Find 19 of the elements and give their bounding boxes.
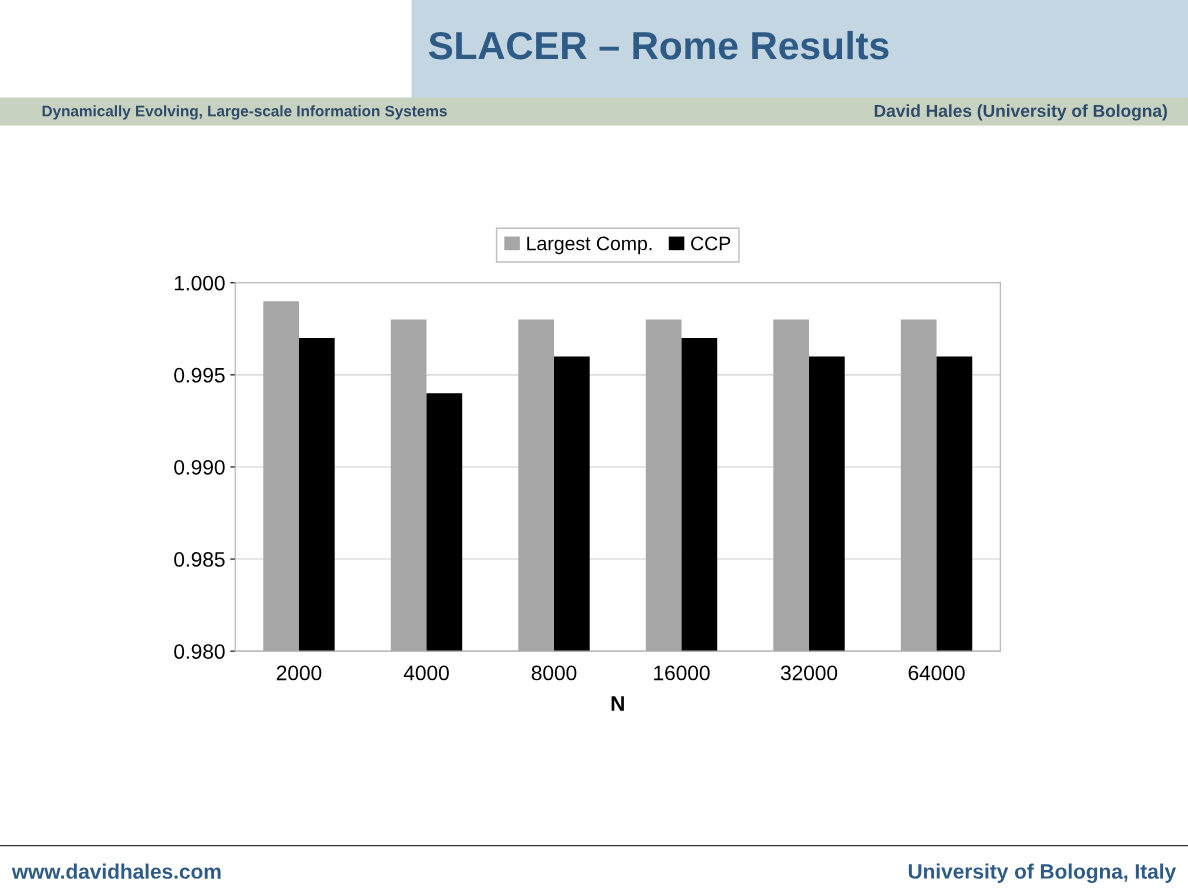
text: David Hales (University of Bologna) <box>874 104 1167 121</box>
text: University of Bologna, Italy <box>908 863 1177 884</box>
y-tick-label: 0.985 <box>174 552 225 567</box>
legend-label: CCP <box>691 236 731 251</box>
y-tick-label: 0.980 <box>174 644 225 659</box>
chart-title: SLACER – Rome Results <box>428 30 889 60</box>
y-tick-label: 1.000 <box>174 275 225 291</box>
x-tick-label: 64000 <box>908 665 965 681</box>
legend-label: Largest Comp. <box>527 236 652 255</box>
x-axis-title: N <box>611 696 624 711</box>
x-tick-label: 4000 <box>403 665 449 681</box>
x-tick-label: 2000 <box>276 665 322 681</box>
y-tick-label: 0.990 <box>174 459 225 475</box>
x-tick-label: 16000 <box>654 665 710 681</box>
x-tick-label: 8000 <box>531 665 577 681</box>
text: Dynamically Evolving, Large-scale Information Systems <box>42 105 447 120</box>
text: www.davidhales.com <box>11 863 221 879</box>
x-tick-label: 32000 <box>780 665 838 681</box>
y-tick-label: 0.995 <box>174 367 225 383</box>
